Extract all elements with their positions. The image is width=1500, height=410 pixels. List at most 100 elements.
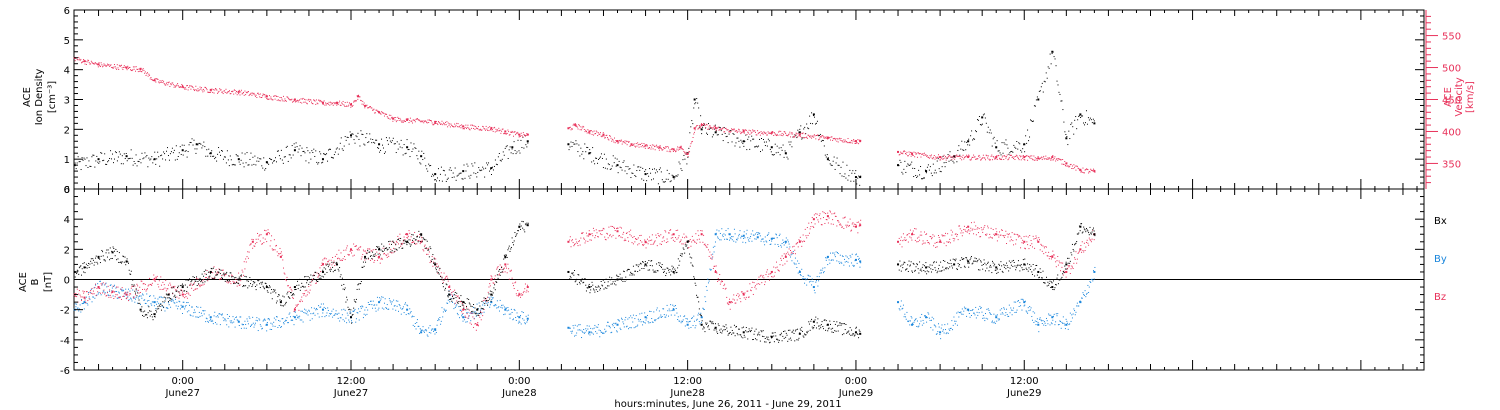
bz-sample [100, 283, 102, 285]
velocity-sample [120, 64, 122, 66]
by-sample [858, 258, 860, 260]
bz-sample [813, 226, 815, 228]
density-sample [713, 128, 715, 130]
by-sample [468, 317, 470, 319]
bz-sample [81, 296, 83, 298]
density-sample [831, 164, 833, 166]
bz-sample [671, 234, 673, 236]
bz-sample [205, 276, 207, 278]
bz-sample [200, 284, 202, 286]
velocity-sample [583, 126, 585, 128]
velocity-sample [90, 60, 92, 62]
velocity-sample [1046, 158, 1047, 160]
velocity-sample [649, 146, 651, 148]
velocity-sample [206, 89, 208, 91]
by-sample [674, 314, 676, 316]
by-sample [163, 302, 165, 304]
bz-sample [605, 239, 607, 241]
by-sample [726, 238, 728, 240]
velocity-sample [785, 134, 787, 136]
bz-sample [818, 215, 820, 217]
velocity-sample [852, 140, 854, 142]
bz-sample [797, 246, 799, 248]
by-sample [527, 320, 529, 322]
by-sample [150, 303, 152, 305]
by-sample [1055, 321, 1057, 323]
density-point [378, 143, 381, 146]
by-sample [118, 291, 120, 293]
velocity-sample [904, 151, 906, 153]
by-sample [1010, 309, 1012, 311]
by-sample [388, 298, 390, 300]
by-sample [262, 320, 264, 322]
density-sample [436, 180, 438, 182]
bz-sample [188, 293, 190, 295]
by-sample [910, 316, 912, 318]
velocity-sample [626, 144, 628, 146]
bz-sample [623, 240, 625, 242]
by-sample [680, 322, 682, 324]
by-sample [580, 329, 582, 331]
by-sample [937, 331, 939, 333]
density-sample [167, 155, 169, 157]
density-sample [515, 153, 517, 155]
velocity-sample [918, 153, 920, 155]
bz-sample [691, 241, 693, 243]
density-point [1051, 50, 1054, 53]
by-sample [621, 317, 623, 319]
velocity-sample [1051, 159, 1053, 161]
density-sample [939, 170, 941, 172]
density-sample [773, 154, 775, 156]
by-point [742, 234, 745, 237]
by-sample [81, 303, 83, 305]
density-sample [951, 156, 953, 158]
bz-sample [367, 258, 369, 260]
density-sample [848, 175, 850, 177]
velocity-sample [477, 126, 479, 128]
density-sample [458, 173, 460, 175]
velocity-sample [88, 60, 90, 62]
bz-sample [601, 234, 603, 236]
density-sample [208, 148, 210, 150]
by-sample [627, 318, 629, 320]
velocity-sample [653, 144, 655, 146]
density-sample [993, 136, 995, 138]
by-sample [745, 233, 747, 235]
bz-sample [290, 288, 292, 290]
bz-sample [612, 234, 614, 236]
density-sample [112, 162, 114, 164]
density-sample [654, 172, 656, 174]
density-sample [215, 156, 217, 158]
density-sample [626, 173, 628, 175]
density-sample [497, 156, 499, 158]
bz-sample [616, 228, 618, 230]
by-sample [744, 237, 746, 239]
bz-sample [578, 241, 580, 243]
bz-sample [284, 273, 286, 275]
bz-sample [798, 239, 800, 241]
density-sample [380, 149, 382, 151]
bz-sample [201, 280, 203, 282]
bz-sample [293, 310, 295, 312]
by-sample [1044, 322, 1046, 324]
by-sample [781, 243, 783, 245]
density-sample [89, 165, 91, 167]
density-sample [571, 145, 573, 147]
by-sample [129, 290, 131, 292]
bz-sample [747, 296, 749, 298]
by-sample [624, 319, 626, 321]
bz-sample [599, 230, 601, 232]
by-sample [822, 267, 824, 269]
velocity-sample [79, 59, 81, 61]
velocity-sample [106, 65, 108, 67]
by-sample [258, 318, 260, 320]
density-sample [445, 180, 447, 182]
velocity-sample [696, 125, 698, 127]
velocity-sample [356, 95, 358, 97]
velocity-sample [841, 140, 843, 142]
bz-sample [942, 235, 944, 237]
velocity-sample [459, 126, 461, 128]
bz-sample [475, 329, 477, 331]
velocity-sample [221, 91, 223, 93]
by-sample [970, 310, 972, 312]
